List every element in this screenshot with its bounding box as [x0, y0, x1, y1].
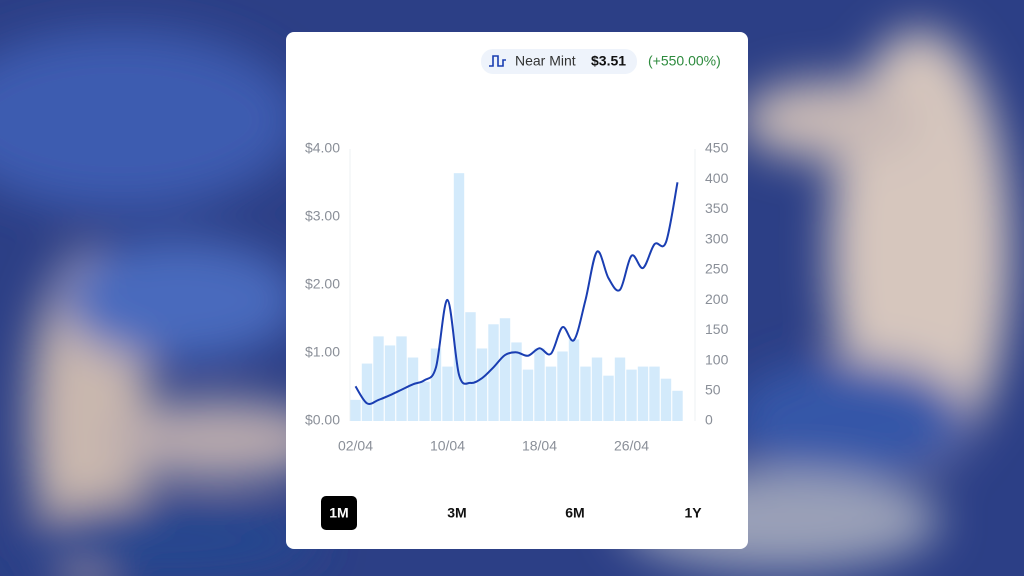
- range-button[interactable]: 1Y: [684, 505, 702, 521]
- y2-tick-label: 300: [705, 230, 729, 246]
- volume-bar: [557, 351, 568, 421]
- volume-bar: [511, 342, 522, 421]
- volume-bar: [626, 369, 637, 421]
- volume-bar: [350, 399, 361, 421]
- volume-bar: [465, 312, 476, 421]
- volume-bar: [442, 366, 453, 421]
- y-tick-label: $0.00: [305, 412, 340, 428]
- y2-tick-label: 50: [705, 381, 721, 397]
- legend-label: Near Mint: [515, 53, 576, 69]
- volume-bar: [568, 339, 580, 421]
- volume-bar: [407, 357, 419, 421]
- y2-tick-label: 0: [705, 412, 713, 428]
- legend-change: (+550.00%): [648, 53, 721, 69]
- volume-bar: [660, 378, 672, 421]
- y2-tick-label: 150: [705, 321, 729, 337]
- volume-bar: [373, 336, 384, 421]
- x-tick-label: 18/04: [522, 438, 557, 454]
- volume-bar: [419, 381, 430, 421]
- y-tick-label: $4.00: [305, 140, 340, 156]
- x-tick-label: 10/04: [430, 438, 465, 454]
- volume-bar: [649, 366, 660, 421]
- volume-bar: [430, 348, 442, 421]
- volume-bar: [488, 324, 499, 421]
- legend: Near Mint $3.51 (+550.00%): [481, 49, 721, 74]
- range-button[interactable]: 3M: [447, 505, 466, 521]
- volume-bar: [396, 336, 407, 421]
- volume-bar: [522, 369, 534, 421]
- y-tick-label: $2.00: [305, 276, 340, 292]
- volume-bar: [534, 348, 545, 421]
- legend-price: $3.51: [591, 53, 626, 69]
- y-tick-label: $1.00: [305, 344, 340, 360]
- volume-bar: [580, 366, 591, 421]
- volume-bar: [591, 357, 603, 421]
- y2-tick-label: 250: [705, 261, 729, 277]
- range-controls: 1M 3M 6M 1Y: [321, 496, 702, 530]
- range-button[interactable]: 6M: [565, 505, 584, 521]
- card: [286, 32, 748, 549]
- volume-bar: [384, 345, 396, 421]
- x-tick-label: 26/04: [614, 438, 649, 454]
- volume-bar: [603, 375, 614, 421]
- volume-bar: [672, 390, 683, 421]
- legend-icon: [489, 55, 506, 67]
- price-line: [354, 182, 679, 405]
- legend-pill: [481, 49, 637, 74]
- y2-tick-label: 450: [705, 140, 729, 156]
- range-button-bg[interactable]: [321, 496, 357, 530]
- volume-bar: [614, 357, 626, 421]
- y2-tick-label: 200: [705, 291, 729, 307]
- volume-bar: [361, 363, 373, 421]
- y-tick-label: $3.00: [305, 208, 340, 224]
- y2-tick-label: 350: [705, 200, 729, 216]
- volume-bar: [637, 366, 649, 421]
- volume-bar: [545, 366, 557, 421]
- volume-bar: [499, 318, 511, 421]
- range-button[interactable]: 1M: [329, 505, 348, 521]
- x-tick-label: 02/04: [338, 438, 373, 454]
- y2-tick-label: 400: [705, 170, 729, 186]
- volume-bar: [453, 173, 465, 421]
- y2-tick-label: 100: [705, 351, 729, 367]
- volume-bar: [476, 348, 488, 421]
- plot: $0.00 $1.00 $2.00 $3.00 $4.00 0 50 100 150 200 250…: [305, 140, 729, 454]
